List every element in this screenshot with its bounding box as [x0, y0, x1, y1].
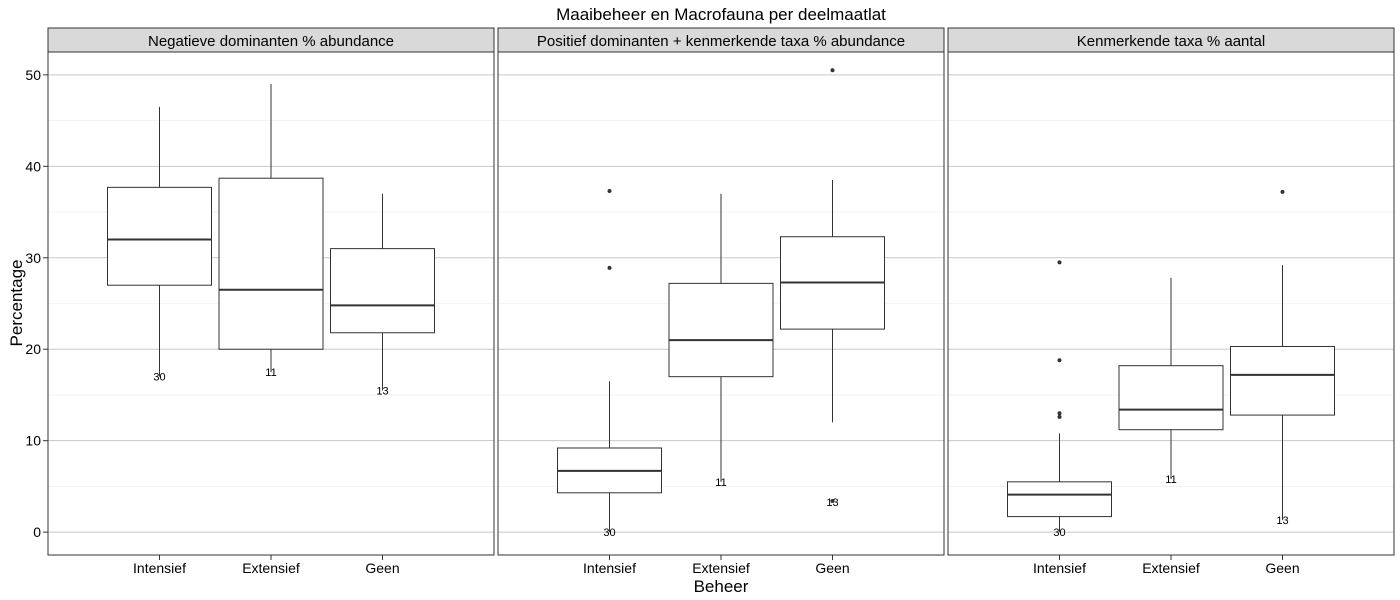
- y-tick-label: 0: [33, 524, 41, 540]
- outlier-point: [607, 189, 612, 194]
- facet-strip-label: Negatieve dominanten % abundance: [148, 33, 394, 50]
- facet-strip: [947, 27, 1395, 53]
- outlier-point: [607, 265, 612, 270]
- panel-border: [947, 51, 1395, 556]
- box-intensief: 30: [1007, 260, 1112, 539]
- x-axis-title: Beheer: [694, 577, 749, 596]
- y-tick-label: 50: [25, 67, 41, 83]
- x-tick-label: Intensief: [133, 560, 186, 576]
- y-tick-label: 30: [25, 250, 41, 266]
- count-label: 11: [265, 367, 276, 379]
- y-tick-label: 40: [25, 158, 41, 174]
- x-tick-label: Intensief: [583, 560, 636, 576]
- outlier-point: [1057, 414, 1062, 419]
- x-tick-label: Geen: [1265, 560, 1299, 576]
- box-extensief: 11: [218, 84, 324, 379]
- box-iqr: [1230, 345, 1335, 416]
- facet-panels: Negatieve dominanten % abundance 30 Intens…: [47, 27, 1395, 576]
- outlier-point: [1057, 260, 1062, 265]
- facet-panel: Negatieve dominanten % abundance 30 Intens…: [47, 27, 495, 576]
- box-iqr: [107, 186, 212, 286]
- count-label: 30: [153, 372, 165, 384]
- y-axis-title-group: Percentage: [7, 260, 26, 347]
- box-intensief: 30: [107, 106, 212, 384]
- outlier-point: [1280, 189, 1285, 194]
- panel-border: [47, 51, 495, 556]
- box-iqr: [218, 177, 324, 350]
- box-intensief: 30: [557, 189, 662, 539]
- count-label: 11: [715, 477, 726, 489]
- facet-strip-label: Kenmerkende taxa % aantal: [1077, 33, 1265, 50]
- count-label: 13: [1276, 515, 1288, 527]
- x-tick-label: Extensief: [692, 560, 750, 576]
- count-label: 30: [603, 527, 615, 539]
- count-label: 13: [826, 497, 838, 509]
- chart-title: Maaibeheer en Macrofauna per deelmaatlat: [556, 5, 886, 24]
- y-tick-label: 10: [25, 433, 41, 449]
- box-geen: 13: [330, 193, 435, 397]
- box-iqr: [330, 248, 435, 334]
- facet-panel: Positief dominanten + kenmerkende taxa %…: [497, 27, 945, 576]
- panel-border: [497, 51, 945, 556]
- facet-strip: [47, 27, 495, 53]
- x-tick-label: Geen: [365, 560, 399, 576]
- box-iqr: [1118, 365, 1224, 431]
- box-geen: 13: [780, 68, 885, 509]
- x-tick-label: Extensief: [1142, 560, 1200, 576]
- count-label: 13: [376, 385, 388, 397]
- outlier-point: [830, 68, 835, 73]
- outlier-point: [1057, 411, 1062, 416]
- y-axis: 0 10 20 30 40 50: [25, 67, 48, 540]
- count-label: 11: [1165, 474, 1176, 486]
- facet-panel: Kenmerkende taxa % aantal 30 Intensief 11 Ex…: [947, 27, 1395, 576]
- box-extensief: 11: [1118, 277, 1224, 486]
- box-extensief: 11: [668, 193, 774, 489]
- outlier-point: [1057, 358, 1062, 363]
- x-tick-label: Intensief: [1033, 560, 1086, 576]
- outlier-point: [830, 499, 835, 504]
- y-tick-label: 20: [25, 341, 41, 357]
- count-label: 30: [1053, 527, 1065, 539]
- y-axis-title: Percentage: [7, 260, 26, 347]
- facet-strip-label: Positief dominanten + kenmerkende taxa %…: [537, 33, 905, 50]
- box-iqr: [1007, 481, 1112, 518]
- x-tick-label: Geen: [815, 560, 849, 576]
- box-geen: 13: [1230, 189, 1335, 527]
- x-tick-label: Extensief: [242, 560, 300, 576]
- box-iqr: [668, 282, 774, 378]
